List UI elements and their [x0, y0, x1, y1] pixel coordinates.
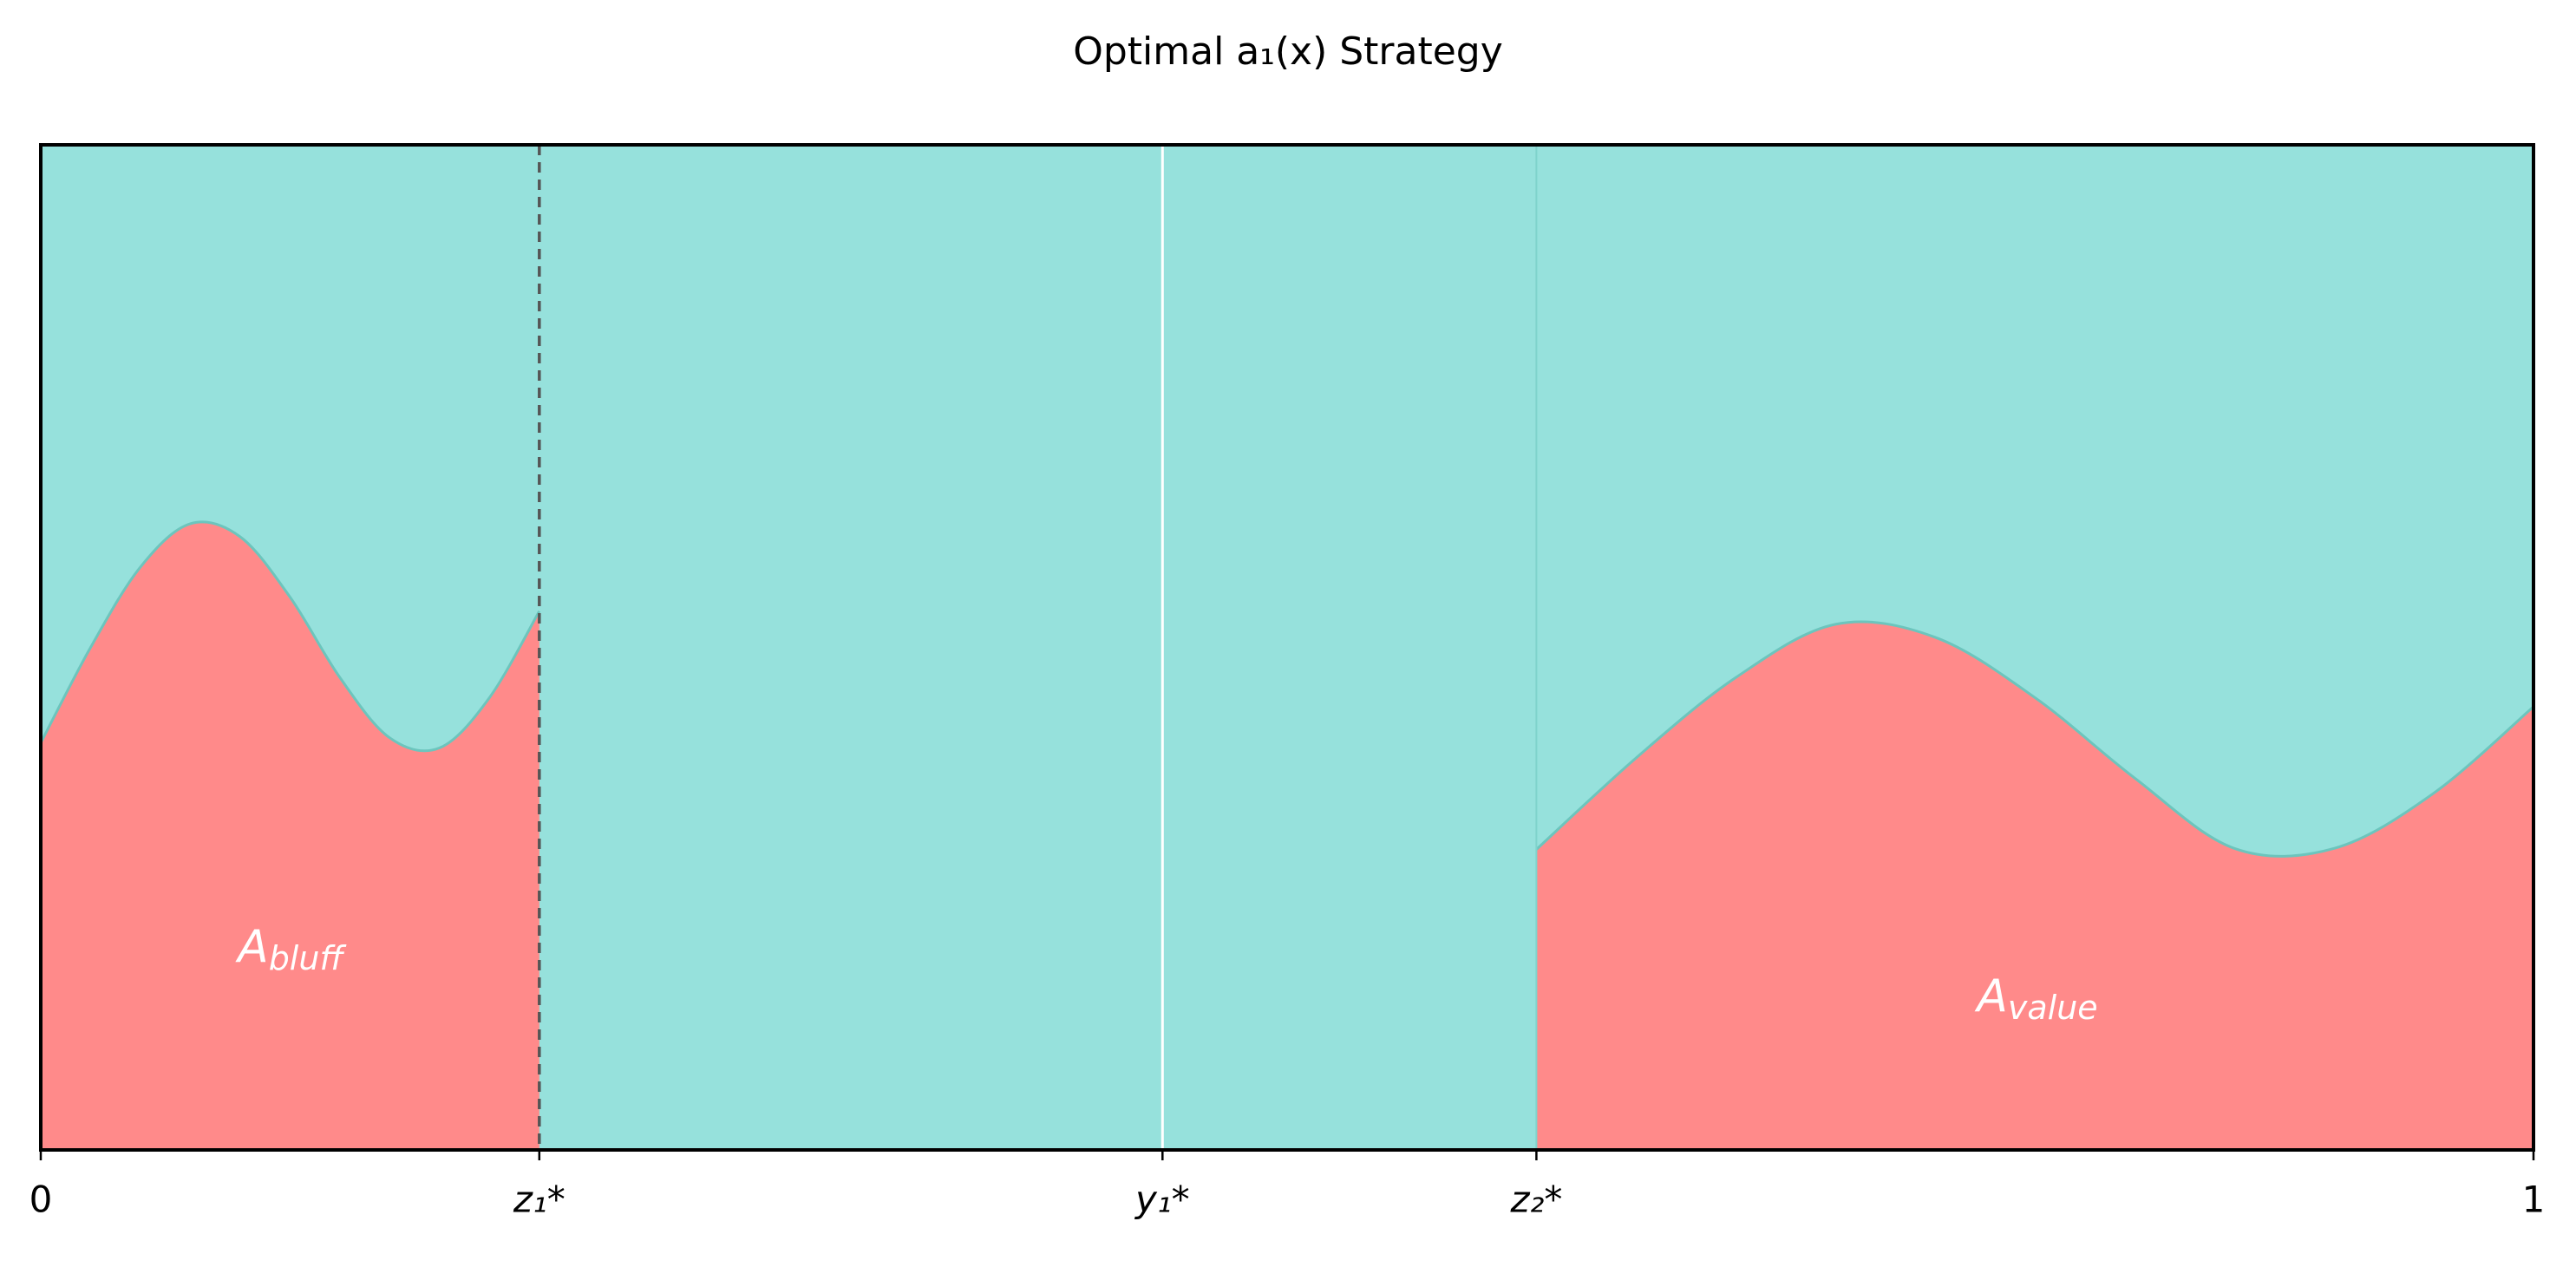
annotation: Abluff: [235, 921, 346, 977]
area-edge: [39, 520, 541, 753]
area-edge: [1535, 620, 2534, 858]
annotation-subscript: bluff: [269, 939, 347, 977]
area: [41, 521, 539, 1150]
area: [1536, 621, 2534, 1150]
x-tick-label: 1: [2522, 1179, 2546, 1221]
annotation-base: A: [1974, 970, 2008, 1022]
annotation: Avalue: [1974, 970, 2097, 1027]
x-tick-label: z₂*: [1509, 1179, 1562, 1221]
annotation-base: A: [235, 921, 269, 973]
chart-title: Optimal a₁(x) Strategy: [1073, 29, 1503, 74]
annotation-subscript: value: [2008, 989, 2098, 1027]
x-tick-label: y₁*: [1134, 1179, 1190, 1221]
plot-frame: [39, 143, 2535, 1152]
x-tick-label: z₁*: [513, 1179, 566, 1221]
x-tick-label: 0: [29, 1179, 53, 1221]
